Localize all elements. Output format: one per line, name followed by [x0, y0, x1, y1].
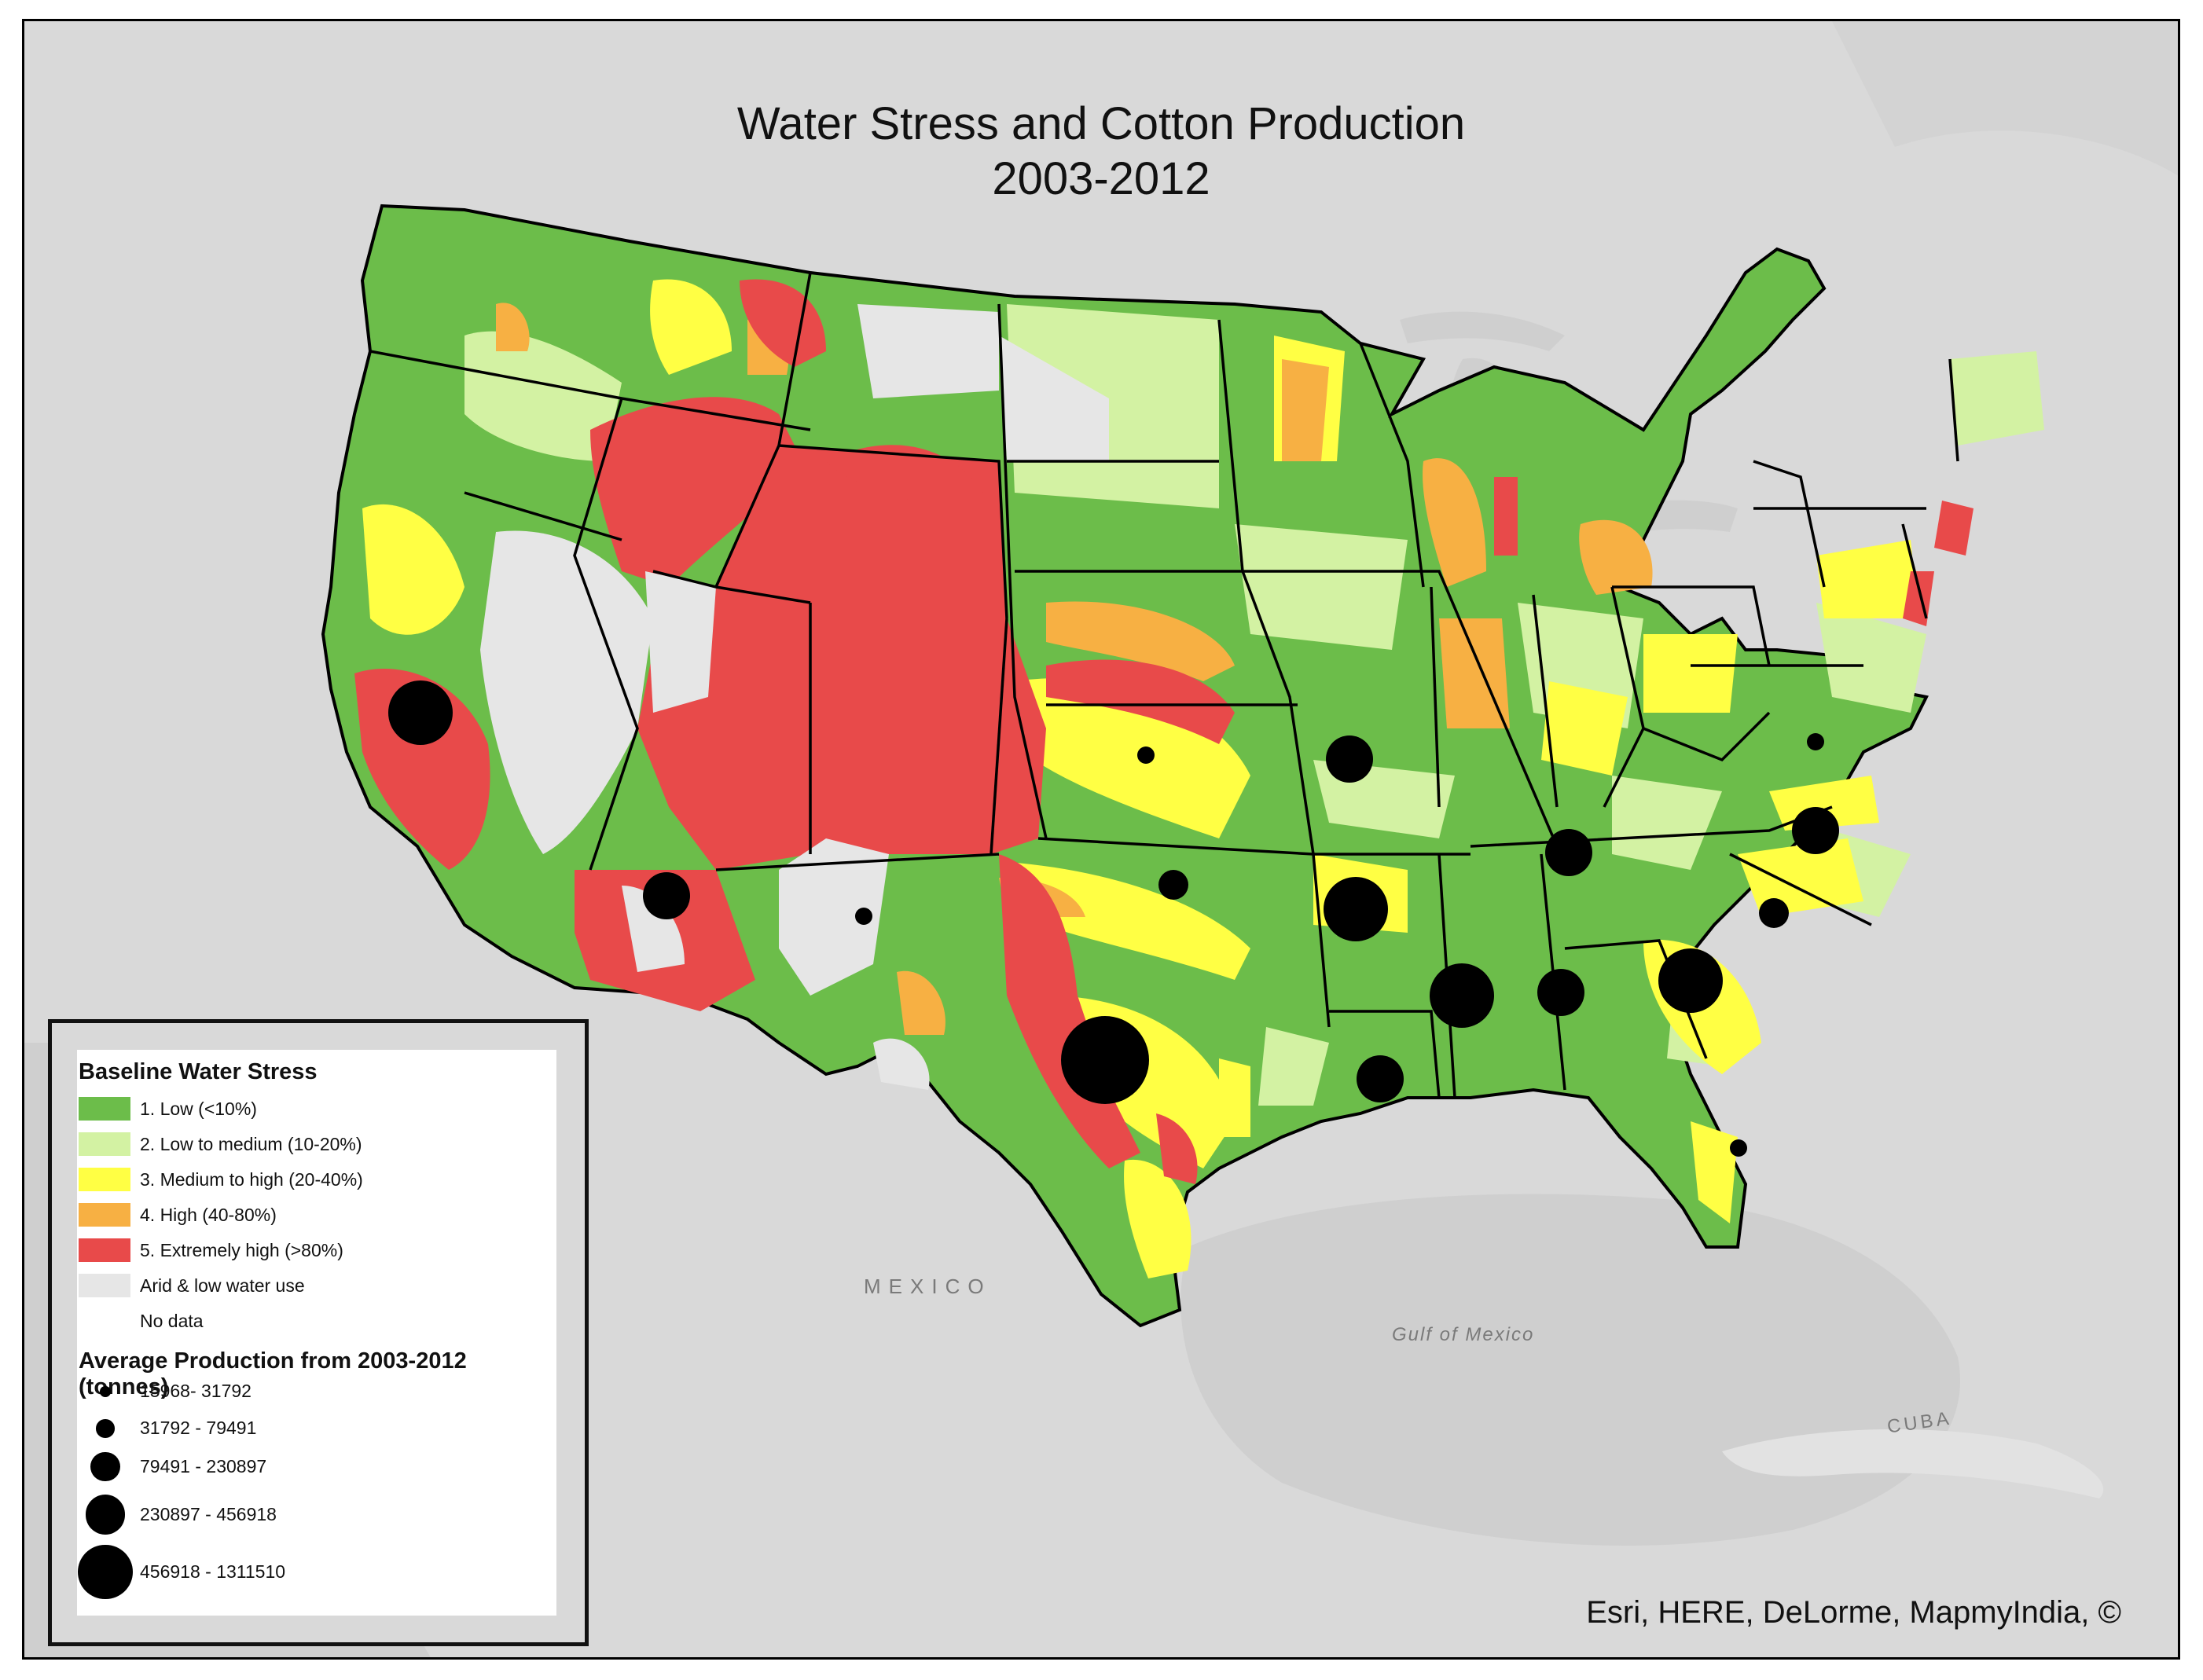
legend-stress-label: 3. Medium to high (20-40%) [140, 1168, 363, 1190]
legend-production-label: 31792 - 79491 [140, 1418, 257, 1439]
cuba-landmass [1722, 1429, 2104, 1498]
legend-stress-item: 3. Medium to high (20-40%) [79, 1166, 363, 1193]
legend-production-item: 31792 - 79491 [77, 1418, 256, 1438]
legend-stress-label: No data [140, 1310, 204, 1331]
legend-production-item: 15968- 31792 [77, 1381, 252, 1401]
legend-stress-label: 5. Extremely high (>80%) [140, 1239, 343, 1260]
legend-production-label: 79491 - 230897 [140, 1456, 267, 1477]
legend-production-label: 15968- 31792 [140, 1381, 252, 1402]
production-point-georgia[interactable] [1658, 948, 1723, 1013]
legend-swatch-arid [79, 1274, 130, 1297]
legend-stress-item: 4. High (40-80%) [79, 1201, 277, 1228]
title-line-2: 2003-2012 [992, 153, 1210, 204]
production-point-tennessee[interactable] [1545, 829, 1592, 876]
production-point-oklahoma[interactable] [1158, 870, 1188, 900]
map-frame: Water Stress and Cotton Production 2003-… [22, 19, 2180, 1660]
label-mexico: MEXICO [864, 1275, 992, 1298]
legend-panel: Baseline Water Stress 1. Low (<10%) 2. L… [77, 1050, 556, 1616]
legend-dot [78, 1545, 133, 1600]
legend-production-label: 456918 - 1311510 [140, 1561, 286, 1583]
attribution-credits: Esri, HERE, DeLorme, MapmyIndia, © [1586, 1595, 2121, 1630]
production-point-arkansas[interactable] [1324, 877, 1388, 941]
production-point-florida[interactable] [1730, 1139, 1747, 1157]
legend-dot [100, 1386, 111, 1397]
legend-stress-item: 5. Extremely high (>80%) [79, 1237, 343, 1264]
legend-production-item: 456918 - 1311510 [77, 1545, 285, 1600]
title-line-1: Water Stress and Cotton Production [736, 98, 1466, 149]
legend-stress-label: 1. Low (<10%) [140, 1098, 257, 1119]
production-point-kansas[interactable] [1137, 746, 1155, 764]
legend-stress-label: 2. Low to medium (10-20%) [140, 1133, 362, 1154]
legend-stress-label: 4. High (40-80%) [140, 1204, 277, 1225]
production-point-virginia[interactable] [1807, 733, 1824, 750]
legend-stress-item: No data [79, 1308, 204, 1334]
production-point-alabama[interactable] [1537, 969, 1584, 1016]
legend-swatch-low-medium [79, 1132, 130, 1156]
legend-stress-heading: Baseline Water Stress [79, 1059, 318, 1084]
legend-stress-item: 2. Low to medium (10-20%) [79, 1131, 362, 1157]
legend-dot [90, 1452, 120, 1482]
legend-stress-item: Arid & low water use [79, 1272, 305, 1299]
state-borders [369, 272, 1959, 1099]
production-point-california[interactable] [388, 680, 453, 745]
legend-swatch-low [79, 1097, 130, 1121]
legend-stress-item: 1. Low (<10%) [79, 1095, 257, 1122]
legend-stress-label: Arid & low water use [140, 1275, 305, 1296]
legend-production-label: 230897 - 456918 [140, 1503, 277, 1524]
label-gulf-of-mexico: Gulf of Mexico [1392, 1324, 1535, 1345]
legend-production-item: 79491 - 230897 [77, 1452, 266, 1482]
production-point-mississippi[interactable] [1430, 963, 1494, 1028]
legend-swatch-no-data [79, 1309, 130, 1333]
production-point-louisiana[interactable] [1357, 1055, 1404, 1102]
legend-production-item: 230897 - 456918 [77, 1495, 277, 1535]
legend-dot [85, 1495, 126, 1535]
production-point-south-carolina[interactable] [1759, 898, 1789, 928]
legend-swatch-high [79, 1203, 130, 1227]
map-title: Water Stress and Cotton Production 2003-… [24, 97, 2178, 207]
production-points [388, 680, 1839, 1157]
conus-water-stress [321, 204, 2044, 1328]
production-point-missouri[interactable] [1326, 735, 1373, 783]
production-point-new-mexico[interactable] [855, 908, 872, 925]
legend-dot [96, 1419, 115, 1438]
map-canvas[interactable] [24, 21, 2180, 1660]
production-point-arizona[interactable] [643, 872, 690, 919]
legend-production-heading: Average Production from 2003-2012 (tonne… [79, 1348, 467, 1399]
legend-swatch-medium-high [79, 1168, 130, 1191]
production-point-north-carolina[interactable] [1792, 807, 1839, 854]
legend: Baseline Water Stress 1. Low (<10%) 2. L… [48, 1019, 589, 1646]
legend-swatch-extremely-high [79, 1238, 130, 1262]
production-point-texas[interactable] [1061, 1016, 1149, 1104]
